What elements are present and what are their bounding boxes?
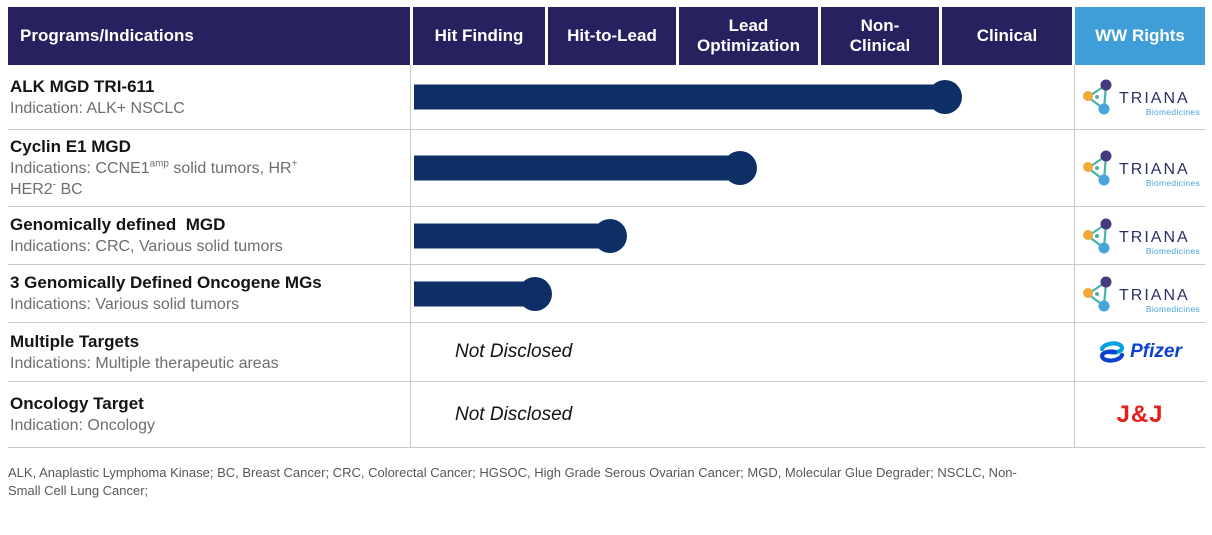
stage-dot <box>723 151 757 185</box>
rights-cell: J&J <box>1075 382 1205 447</box>
program-indication: Indications: CRC, Various solid tumors <box>10 238 283 255</box>
header-clinical: Clinical <box>942 7 1072 65</box>
program-cell: Cyclin E1 MGD Indications: CCNE1amp soli… <box>8 130 410 206</box>
program-cell: ALK MGD TRI-611 Indication: ALK+ NSCLC <box>8 65 410 129</box>
program-indication: Indications: Multiple therapeutic areas <box>10 354 279 372</box>
svg-text:TRIANA: TRIANA <box>1119 90 1190 107</box>
triana-logo: TRIANA Biomedicines <box>1083 79 1200 117</box>
pfizer-swirl-icon <box>1100 341 1125 363</box>
stage-track: Not Disclosed <box>410 265 1075 322</box>
triana-logo: TRIANA Biomedicines <box>1083 150 1200 188</box>
header-hit-to-lead: Hit-to-Lead <box>548 7 676 65</box>
pipeline-table: Programs/Indications Hit Finding Hit-to-… <box>8 7 1205 448</box>
svg-text:TRIANA: TRIANA <box>1119 161 1190 178</box>
not-disclosed-label: Not Disclosed <box>455 341 573 362</box>
header-hit-finding: Hit Finding <box>413 7 545 65</box>
abbreviations-footnote: ALK, Anaplastic Lymphoma Kinase; BC, Bre… <box>8 464 1068 500</box>
triana-logo: TRIANA Biomedicines <box>1083 218 1200 256</box>
program-name: Oncology Target <box>10 394 144 413</box>
stage-dot <box>928 80 962 114</box>
program-indication: Indication: ALK+ NSCLC <box>10 99 185 117</box>
program-indication: Indication: Oncology <box>10 417 155 434</box>
svg-text:TRIANA: TRIANA <box>1119 287 1190 304</box>
stage-dot <box>518 276 552 311</box>
stage-track: Not Disclosed <box>410 382 1075 447</box>
program-name: Cyclin E1 MGD <box>10 137 131 156</box>
not-disclosed-label: Not Disclosed <box>455 403 573 425</box>
stage-track: Not Disclosed <box>410 207 1075 264</box>
program-cell: 3 Genomically Defined Oncogene MGs Indic… <box>8 265 410 322</box>
header-lead-optimization: Lead Optimization <box>679 7 818 65</box>
triana-molecule-icon <box>1083 218 1112 253</box>
pfizer-logo: Pfizer <box>1098 338 1182 366</box>
header-programs-indications: Programs/Indications <box>8 7 410 65</box>
triana-molecule-icon <box>1083 150 1112 186</box>
triana-logo: TRIANA Biomedicines <box>1083 276 1200 314</box>
stage-track: Not Disclosed <box>410 323 1075 381</box>
stage-track: Not Disclosed <box>410 130 1075 206</box>
rights-cell: TRIANA Biomedicines <box>1075 65 1205 129</box>
rights-cell: Pfizer <box>1075 323 1205 381</box>
triana-molecule-icon <box>1083 79 1112 115</box>
pfizer-wordmark: Pfizer <box>1130 341 1182 362</box>
program-name: Multiple Targets <box>10 331 140 351</box>
header-non-clinical: Non- Clinical <box>821 7 939 65</box>
rights-cell: TRIANA Biomedicines <box>1075 265 1205 322</box>
triana-molecule-icon <box>1083 276 1112 311</box>
table-row: Genomically defined MGD Indications: CRC… <box>8 207 1205 265</box>
table-row: Multiple Targets Indications: Multiple t… <box>8 323 1205 382</box>
stage-bar <box>414 84 945 110</box>
program-cell: Oncology Target Indication: Oncology <box>8 382 410 447</box>
svg-text:Biomedicines: Biomedicines <box>1146 178 1200 188</box>
stage-dot <box>593 218 627 253</box>
table-row: 3 Genomically Defined Oncogene MGs Indic… <box>8 265 1205 323</box>
footnote-line-1: ALK, Anaplastic Lymphoma Kinase; BC, Bre… <box>8 465 1017 480</box>
table-row: ALK MGD TRI-611 Indication: ALK+ NSCLC N… <box>8 65 1205 130</box>
stage-bar <box>414 281 535 306</box>
program-name: Genomically defined MGD <box>10 215 226 234</box>
svg-text:Biomedicines: Biomedicines <box>1146 107 1200 117</box>
program-indication: Indications: Various solid tumors <box>10 296 240 313</box>
program-cell: Genomically defined MGD Indications: CRC… <box>8 207 410 264</box>
rights-cell: TRIANA Biomedicines <box>1075 207 1205 264</box>
table-row: Oncology Target Indication: Oncology Not… <box>8 382 1205 448</box>
stage-track: Not Disclosed <box>410 65 1075 129</box>
program-indication: Indications: CCNE1amp solid tumors, HR+ H… <box>10 158 298 198</box>
svg-text:Biomedicines: Biomedicines <box>1146 246 1200 256</box>
table-header: Programs/Indications Hit Finding Hit-to-… <box>8 7 1205 65</box>
program-name: 3 Genomically Defined Oncogene MGs <box>10 273 322 292</box>
svg-text:Biomedicines: Biomedicines <box>1146 304 1200 314</box>
footnote-line-2: Small Cell Lung Cancer; <box>8 483 149 499</box>
jnj-logo: J&J <box>1116 400 1164 428</box>
program-name: ALK MGD TRI-611 <box>10 76 155 96</box>
table-row: Cyclin E1 MGD Indications: CCNE1amp soli… <box>8 130 1205 207</box>
program-cell: Multiple Targets Indications: Multiple t… <box>8 323 410 381</box>
stage-bar <box>414 223 610 248</box>
stage-bar <box>414 155 740 181</box>
header-ww-rights: WW Rights <box>1075 7 1205 65</box>
svg-text:TRIANA: TRIANA <box>1119 229 1190 246</box>
rights-cell: TRIANA Biomedicines <box>1075 130 1205 206</box>
